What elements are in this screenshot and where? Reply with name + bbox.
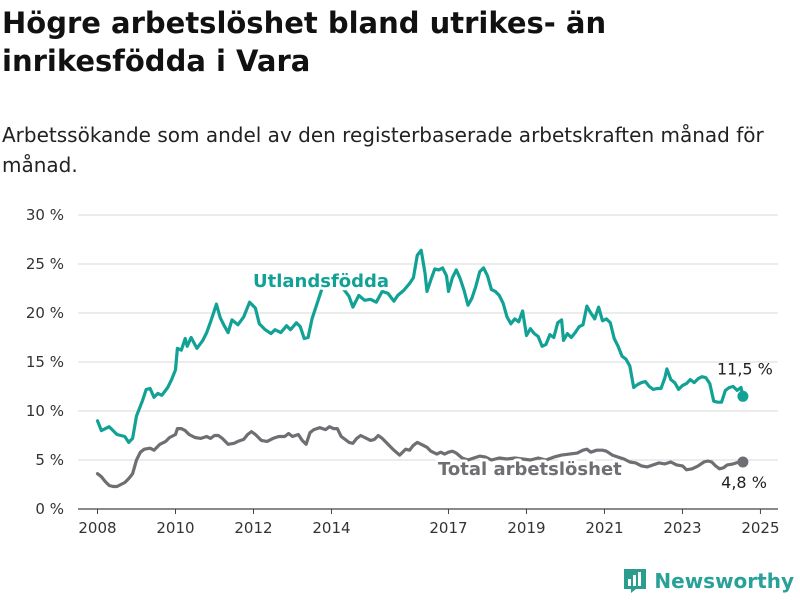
y-tick-label: 0 % <box>35 500 64 518</box>
y-tick-label: 10 % <box>26 402 64 420</box>
x-tick-label: 2012 <box>234 519 272 537</box>
y-tick-label: 25 % <box>26 255 64 273</box>
x-tick-label: 2019 <box>507 519 545 537</box>
x-tick-label: 2008 <box>78 519 116 537</box>
bar-chart-logo-icon <box>624 569 647 593</box>
x-tick-label: 2010 <box>156 519 194 537</box>
y-tick-label: 15 % <box>26 353 64 371</box>
end-value-label-total-arbetsloshet: 4,8 % <box>721 473 767 492</box>
x-tick-label: 2021 <box>585 519 623 537</box>
x-tick-label: 2014 <box>312 519 350 537</box>
gridlines <box>78 214 778 510</box>
brand-logo: Newsworthy <box>622 568 794 594</box>
y-tick-label: 30 % <box>26 206 64 224</box>
series-lines <box>95 248 749 489</box>
series-label-halo: Total arbetslöshet <box>438 459 622 480</box>
end-point-total-arbetsloshet <box>737 456 749 468</box>
line-chart: 0 %5 %10 %15 %20 %25 %30 % 2008 2010 2012 2… <box>26 206 780 537</box>
x-axis: 2008 2010 2012 2014 2017 2019 2021 2023 2025 <box>78 508 780 537</box>
chart-subtitle: Arbetssökande som andel av den registerb… <box>2 123 764 177</box>
end-point-utlandsfodda <box>737 390 749 402</box>
series-label-utlandsfodda: Utlandsfödda <box>253 271 389 292</box>
series-label-halo: Utlandsfödda <box>253 271 389 292</box>
x-tick-label: 2017 <box>429 519 467 537</box>
chart-title: Högre arbetslöshet bland utrikes- än inr… <box>2 6 607 78</box>
end-value-label-utlandsfodda: 11,5 % <box>717 359 773 378</box>
x-tick-label: 2023 <box>663 519 701 537</box>
series-line-utlandsfodda <box>95 248 745 444</box>
series-label-total-arbetsloshet: Total arbetslöshet <box>438 459 622 480</box>
x-tick-label: 2025 <box>741 519 779 537</box>
y-tick-label: 5 % <box>35 451 64 469</box>
y-tick-label: 20 % <box>26 304 64 322</box>
y-axis-ticks: 0 % 5 % 10 % 15 % 20 % 25 % 30 % <box>26 206 64 518</box>
brand-name: Newsworthy <box>654 569 794 593</box>
series-line-total-arbetsloshet <box>95 425 745 489</box>
